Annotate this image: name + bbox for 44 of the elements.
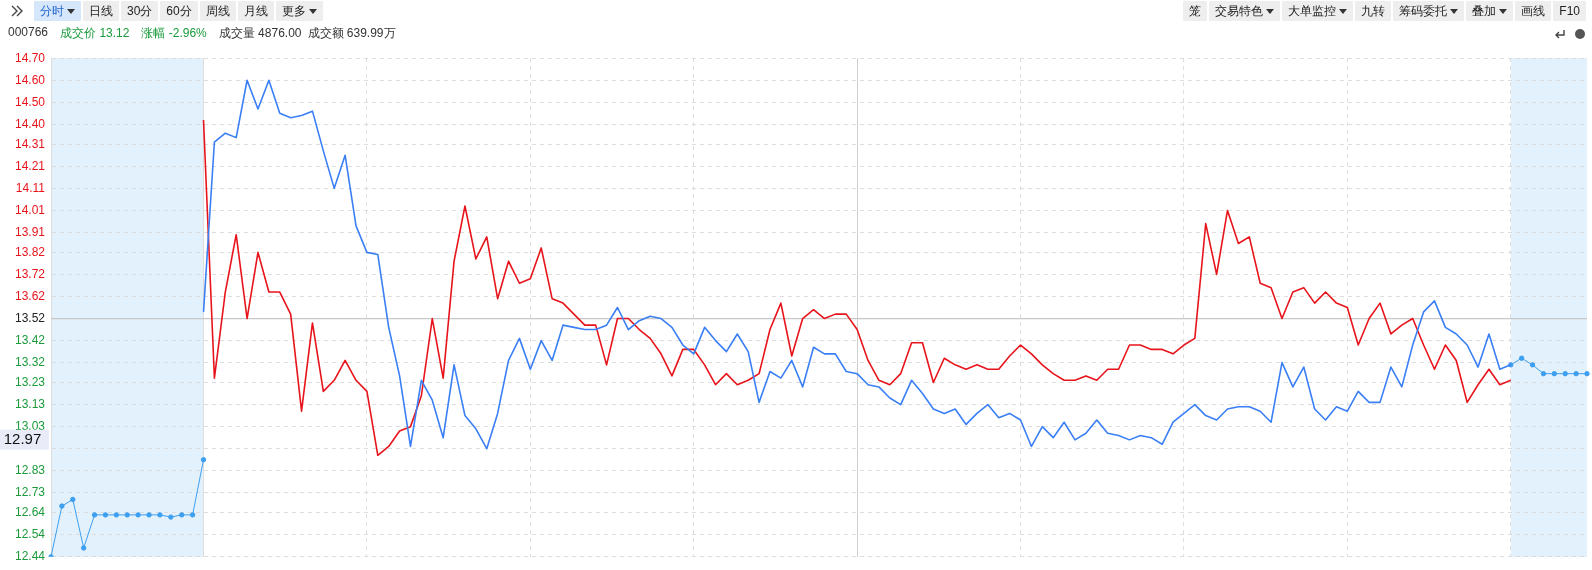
- text: 成交额 639.99万: [307, 25, 396, 42]
- y-tick-label: 13.91: [14, 224, 46, 239]
- text: 周线: [205, 2, 230, 20]
- y-tick-label: 13.62: [14, 288, 46, 303]
- y-tick-label: 13.23: [14, 374, 46, 389]
- text: F10: [1559, 4, 1580, 18]
- text: 笼: [1189, 2, 1202, 20]
- y-tick-label: 14.70: [14, 50, 46, 65]
- y-tick-label: 12.83: [14, 463, 46, 478]
- text: 大单监控: [1288, 2, 1337, 20]
- y-tick-label: 14.60: [14, 72, 46, 87]
- text: 成交价 13.12: [60, 25, 130, 42]
- y-tick-label: 13.52: [14, 310, 46, 325]
- y-tick-label: 12.44: [14, 549, 46, 564]
- text: 画线: [1521, 2, 1546, 20]
- y-tick-label: 14.31: [14, 136, 46, 151]
- y-tick-label: 14.40: [14, 116, 46, 131]
- text: 筹码委托: [1399, 2, 1448, 20]
- y-tick-label: 13.82: [14, 244, 46, 259]
- y-tick-label: 12.54: [14, 527, 46, 542]
- text: 涨幅 -2.96%: [141, 25, 207, 42]
- text: 九转: [1361, 2, 1386, 20]
- y-tick-label: 13.42: [14, 332, 46, 347]
- text: 交易特色: [1215, 2, 1264, 20]
- y-tick-label: 14.21: [14, 158, 46, 173]
- y-tick-label: 13.32: [14, 354, 46, 369]
- y-tick-label: 12.73: [14, 485, 46, 500]
- y-tick-label: 14.11: [15, 180, 46, 195]
- text: 更多: [281, 2, 306, 20]
- y-tick-label: 13.13: [14, 396, 46, 411]
- text: 成交量 4876.00: [218, 25, 302, 42]
- y-tick-label: 12.64: [14, 504, 46, 519]
- text: 分时: [40, 2, 64, 20]
- y-tick-label: 13.03: [14, 418, 46, 433]
- text: 60分: [166, 2, 192, 20]
- y-tick-label: 13.72: [14, 266, 46, 281]
- text: 月线: [243, 2, 268, 20]
- text: 12.97: [3, 430, 42, 448]
- text: 30分: [127, 2, 153, 20]
- chart-title: 000766: [8, 25, 49, 41]
- y-tick-label: 14.50: [14, 94, 46, 109]
- text: 叠加: [1472, 2, 1497, 20]
- text: 日线: [89, 2, 113, 20]
- y-tick-label: 14.01: [14, 202, 46, 217]
